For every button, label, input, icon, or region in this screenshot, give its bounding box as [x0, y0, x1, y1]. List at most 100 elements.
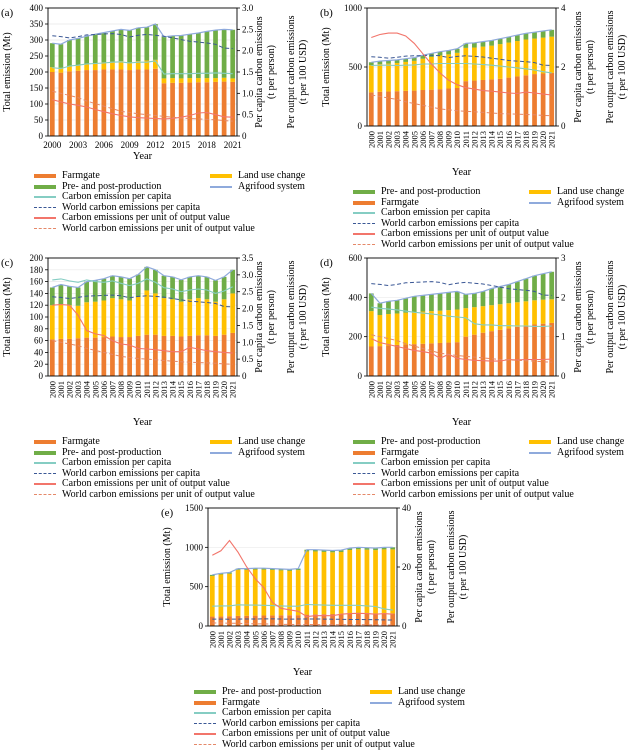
legend-label: Carbon emissions per unit of output valu…: [381, 479, 549, 490]
land-use-swatch-icon: [529, 440, 551, 444]
legend-row: Carbon emission per capita: [160, 708, 479, 719]
y-left-tick: 100: [30, 312, 44, 322]
world-per-capita-swatch-icon: [353, 473, 375, 474]
y-right-tick: 0: [242, 131, 247, 141]
per-capita-swatch-icon: [353, 212, 375, 214]
right-axis-title-per-capita: Per capita carbon emissions: [414, 511, 425, 622]
world-per-output-swatch-icon: [353, 494, 375, 495]
y-axis-title: Total emission (Mt): [2, 32, 13, 111]
legend-label: Carbon emissions per unit of output valu…: [62, 479, 230, 490]
per-output-swatch-icon: [353, 483, 375, 485]
y-left-tick: 250: [30, 51, 44, 61]
panel-tag-c: (c): [1, 257, 14, 269]
legend-item-agrifood: Agrifood system: [370, 698, 465, 709]
legend-item-per-capita: Carbon emission per capita: [34, 458, 210, 469]
legend-item-per-capita: Carbon emission per capita: [353, 208, 529, 219]
legend-item-per-output: Carbon emissions per unit of output valu…: [353, 479, 549, 490]
legend-label: Agrifood system: [557, 448, 624, 459]
legend-label: World carbon emissions per unit of outpu…: [62, 490, 255, 501]
y-right-tick: 0: [561, 121, 566, 131]
y-axis-title: Total emission (Mt): [2, 277, 13, 356]
legend-item-pre-post: Pre- and post-production: [353, 437, 529, 448]
legend-label: Agrifood system: [238, 182, 305, 193]
y-right-tick: 2: [561, 292, 566, 302]
legend-item-world-per-output: World carbon emissions per unit of outpu…: [353, 240, 574, 251]
chart-b: 0500100002420002001200220032004200520062…: [319, 0, 638, 178]
y-left-tick: 350: [30, 19, 44, 29]
legend-label: World carbon emissions per unit of outpu…: [222, 740, 415, 750]
per-output-swatch-icon: [34, 483, 56, 485]
legend-label: Agrifood system: [238, 448, 305, 459]
y-axis-title: Total emission (Mt): [321, 27, 332, 106]
right-axis-title-per-capita-unit: (t per person): [266, 45, 277, 99]
legend-label: Agrifood system: [557, 198, 624, 209]
y-left-tick: 180: [30, 265, 44, 275]
x-axis-title: Year: [293, 667, 313, 678]
x-axis-title: Year: [452, 417, 472, 428]
legend-item-per-output: Carbon emissions per unit of output valu…: [194, 729, 390, 740]
world-per-output-swatch-icon: [34, 228, 56, 229]
right-axis-title-per-capita-unit: (t per person): [266, 290, 277, 344]
legend-label: Carbon emissions per unit of output valu…: [222, 729, 390, 740]
right-axis-title-per-capita-unit: (t per person): [426, 540, 437, 594]
legend-label: Carbon emission per capita: [381, 458, 490, 469]
farmgate-swatch-icon: [353, 451, 375, 455]
legend-label: Land use change: [398, 687, 465, 698]
agrifood-swatch-icon: [370, 702, 392, 704]
y-right-tick: 2.5: [242, 24, 254, 34]
y-right-tick: 1.5: [242, 320, 254, 330]
legend-item-world-per-output: World carbon emissions per unit of outpu…: [34, 490, 255, 501]
y-left-tick: 0: [199, 621, 204, 631]
y-left-tick: 0: [358, 121, 363, 131]
y-left-tick: 160: [30, 277, 44, 287]
legend-label: Land use change: [238, 171, 305, 182]
agrifood-swatch-icon: [529, 202, 551, 204]
world-per-output-swatch-icon: [194, 744, 216, 745]
legend-row: Pre- and post-production Land use change: [319, 437, 638, 448]
y-left-tick: 140: [30, 288, 44, 298]
legend-item-per-capita: Carbon emission per capita: [353, 458, 529, 469]
x-tick-year: 2018: [198, 140, 217, 150]
x-tick-year: 2012: [146, 140, 164, 150]
legend-item-land-use: Land use change: [210, 437, 305, 448]
legend-item-pre-post: Pre- and post-production: [194, 687, 370, 698]
legend-label: Pre- and post-production: [381, 437, 480, 448]
legend-item-land-use: Land use change: [529, 437, 624, 448]
legend-item-per-output: Carbon emissions per unit of output valu…: [34, 213, 230, 224]
world-per-output-swatch-icon: [353, 244, 375, 245]
pre-post-swatch-icon: [34, 185, 56, 189]
legend-item-world-per-output: World carbon emissions per unit of outpu…: [34, 224, 255, 235]
right-axis-title-per-output: Per output carbon emissions: [286, 15, 297, 128]
y-left-tick: 500: [349, 62, 363, 72]
y-right-tick: 1.0: [242, 337, 254, 347]
legend-row: World carbon emissions per unit of outpu…: [319, 490, 638, 501]
panel-tag-a: (a): [1, 7, 14, 19]
per-capita-swatch-icon: [34, 462, 56, 464]
legend-item-agrifood: Agrifood system: [210, 182, 305, 193]
right-axis-title-per-capita: Per capita carbon emissions: [254, 261, 265, 372]
y-right-tick: 3.0: [242, 270, 254, 280]
y-left-tick: 400: [349, 292, 363, 302]
legend-item-world-per-output: World carbon emissions per unit of outpu…: [353, 490, 574, 501]
y-left-tick: 60: [34, 336, 44, 346]
per-capita-swatch-icon: [353, 462, 375, 464]
y-right-tick: 3.0: [242, 3, 254, 13]
legend-row: Carbon emissions per unit of output valu…: [0, 479, 319, 490]
y-right-tick: 20: [402, 562, 412, 572]
legend-item-land-use: Land use change: [210, 171, 305, 182]
pre-post-swatch-icon: [353, 190, 375, 194]
y-left-tick: 100: [30, 99, 44, 109]
y-right-tick: 0: [402, 621, 407, 631]
y-left-tick: 300: [30, 35, 44, 45]
legend-label: World carbon emissions per unit of outpu…: [381, 240, 574, 251]
